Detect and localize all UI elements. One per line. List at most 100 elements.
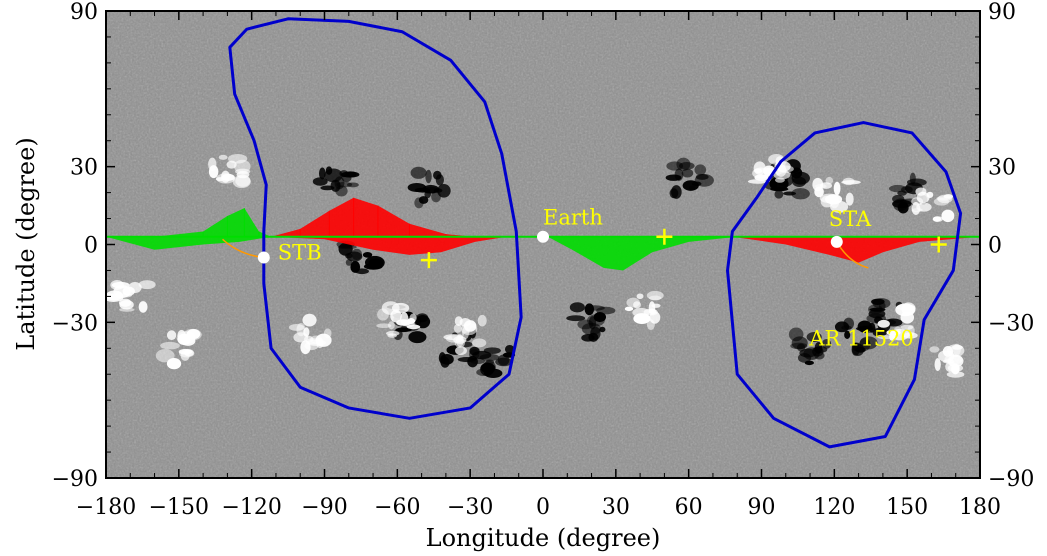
x-tick-label: 30	[602, 495, 630, 520]
flux-patch	[695, 174, 709, 180]
flux-patch	[911, 197, 924, 206]
flux-patch	[666, 161, 684, 171]
flux-patch	[362, 251, 373, 258]
flux-patch	[946, 344, 965, 358]
earth-marker	[537, 230, 549, 243]
flux-patch	[791, 336, 808, 350]
flux-patch	[624, 306, 634, 312]
x-axis-ticks: −180 −150 −120 −90 −60 −30 0 30 60 90 120 150 180	[76, 11, 1001, 520]
y-tick-label-left: 90	[70, 0, 98, 25]
flux-patch	[437, 184, 451, 198]
x-tick-label: −30	[447, 495, 493, 520]
x-tick-label: 60	[675, 495, 703, 520]
flux-patch	[896, 304, 916, 311]
flux-patch	[792, 176, 807, 187]
x-tick-label: 90	[748, 495, 776, 520]
flux-patch	[581, 334, 595, 342]
flux-patch	[858, 325, 877, 334]
flux-patch	[386, 330, 400, 336]
flux-patch	[814, 351, 825, 360]
flux-patch	[932, 216, 942, 222]
flux-patch	[900, 324, 914, 330]
flux-patch	[118, 298, 132, 307]
flux-patch	[425, 169, 432, 184]
flux-patch	[584, 303, 595, 316]
flux-patch	[440, 353, 454, 365]
flux-patch	[936, 196, 952, 201]
flux-patch	[773, 170, 791, 180]
y-tick-label-right: 0	[988, 234, 1002, 259]
plus-markers	[420, 228, 947, 269]
flux-patch	[304, 335, 314, 343]
green-lobe-center	[547, 236, 738, 271]
flux-patch	[122, 286, 135, 296]
flux-patch	[180, 350, 190, 361]
x-tick-label: −120	[221, 495, 281, 520]
flux-patch	[119, 307, 135, 312]
flux-patch	[325, 166, 333, 175]
flux-patch	[155, 348, 175, 363]
y-tick-label-right: 90	[988, 0, 1016, 25]
flux-patch	[456, 334, 464, 347]
flux-patch	[381, 301, 400, 315]
flux-patch	[841, 325, 852, 330]
flux-patch	[177, 329, 186, 340]
flux-patch	[648, 295, 662, 301]
flux-patch	[388, 321, 395, 330]
x-tick-label: 180	[959, 495, 1001, 520]
flux-patch	[821, 338, 832, 349]
flux-patch	[694, 164, 707, 176]
flux-patch	[844, 330, 851, 339]
flux-patch	[330, 179, 341, 192]
flux-patch	[166, 330, 177, 341]
flux-patch	[909, 172, 916, 185]
flux-patch	[569, 302, 585, 313]
red-lobe-right	[732, 236, 980, 263]
flux-patch	[483, 347, 501, 355]
flux-patch	[461, 323, 478, 336]
flux-patch	[877, 335, 894, 340]
flux-patch	[774, 189, 784, 199]
flux-patch	[806, 332, 822, 342]
flux-patch	[894, 326, 902, 333]
flux-patch	[368, 258, 384, 267]
position-markers: Earth STB STA	[257, 206, 872, 264]
flux-patch	[296, 322, 306, 337]
y-tick-label-right: −30	[988, 311, 1034, 336]
y-tick-label-right: 30	[988, 156, 1016, 181]
flux-patch	[312, 177, 328, 186]
flux-patch	[318, 167, 326, 180]
flux-patches	[106, 153, 965, 378]
flux-patch	[665, 174, 682, 181]
plus-marker	[656, 228, 673, 245]
left-contour	[228, 17, 523, 420]
flux-patch	[186, 329, 201, 340]
flux-patch	[877, 319, 890, 328]
flux-patch	[472, 338, 487, 348]
x-tick-label: 150	[886, 495, 928, 520]
sta-label: STA	[829, 207, 872, 231]
flux-patch	[138, 301, 148, 313]
flux-patch	[435, 174, 444, 186]
flux-patch	[208, 165, 219, 179]
flux-patch	[888, 184, 907, 193]
flux-patch	[633, 313, 651, 324]
flux-patch	[892, 199, 912, 209]
flux-patch	[414, 197, 424, 209]
flux-patch	[626, 297, 640, 308]
flux-patch	[929, 346, 940, 353]
earth-label: Earth	[543, 206, 603, 230]
y-axis-title: Latitude (degree)	[12, 137, 40, 350]
flux-patch	[820, 195, 834, 208]
flux-patch	[791, 188, 810, 200]
current-sheet-regions	[106, 197, 980, 271]
flux-patch	[216, 173, 236, 184]
flux-patch	[454, 316, 463, 326]
right-contour	[726, 121, 963, 449]
flux-patch	[227, 153, 248, 164]
flux-patch	[681, 168, 694, 178]
flux-patch	[355, 268, 369, 275]
plot-area: Earth STB STA AR 11520	[105, 10, 981, 479]
flux-patch	[345, 253, 353, 259]
